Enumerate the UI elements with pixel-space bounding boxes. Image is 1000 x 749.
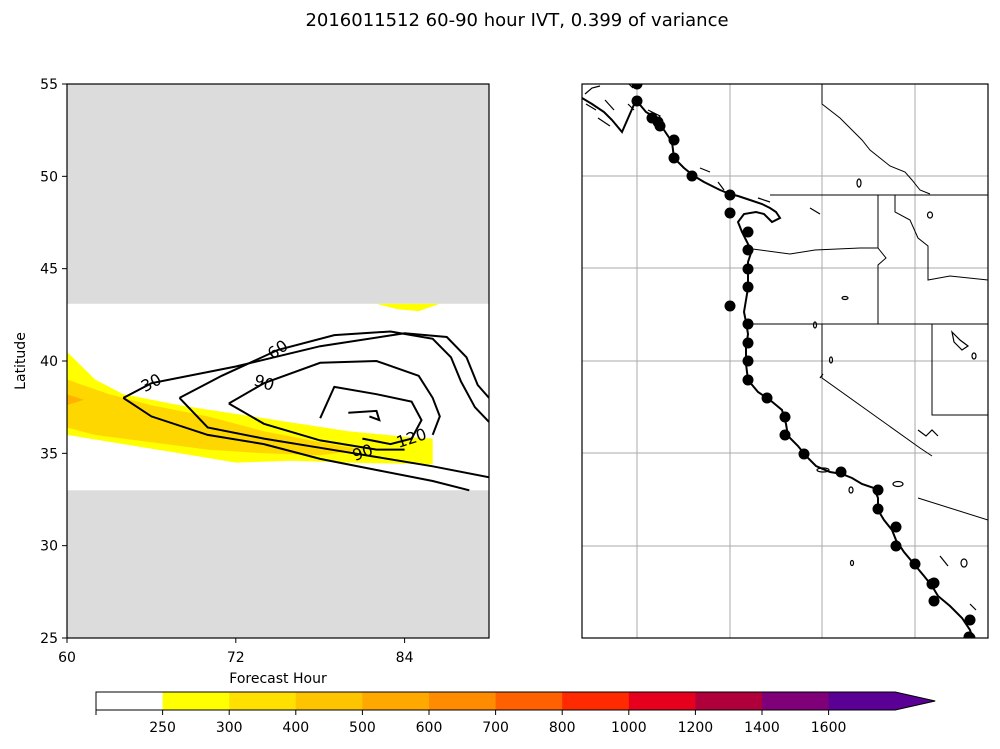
colorbar-label: 1400 (744, 720, 780, 736)
station-marker (742, 355, 754, 367)
state-borders (744, 84, 988, 521)
station-marker (631, 84, 643, 90)
station-marker (742, 281, 754, 293)
y-tick-label: 40 (40, 354, 58, 370)
colorbar-label: 300 (216, 720, 243, 736)
contour-line-30-1 (122, 397, 470, 492)
colorbar-label: 1200 (678, 720, 714, 736)
colorbar-box-3 (295, 692, 363, 710)
colorbar-box-11 (828, 692, 896, 710)
station-marker (909, 558, 921, 570)
colorbar-box-1 (162, 692, 230, 710)
map-gridlines (582, 84, 988, 638)
colorbar-box-9 (695, 692, 763, 710)
station-marker (724, 300, 736, 312)
y-tick-label: 45 (40, 262, 58, 278)
station-marker (654, 120, 666, 132)
coastline (582, 97, 974, 638)
station-marker (963, 631, 975, 638)
colorbar-box-8 (628, 692, 696, 710)
contour-line-150-7 (348, 409, 381, 422)
contour-line-60-3 (178, 397, 489, 479)
colorbar-label: 600 (416, 720, 443, 736)
contour-line-90-5 (228, 402, 405, 451)
station-marker (872, 503, 884, 515)
colorbar-label: 500 (349, 720, 376, 736)
map-frame (581, 83, 989, 639)
station-marker (928, 595, 940, 607)
x-axis-label: Forecast Hour (229, 671, 327, 687)
station-marker (742, 226, 754, 238)
figure-title: 2016011512 60-90 hour IVT, 0.399 of vari… (305, 10, 728, 31)
colorbar-extend-arrow (895, 692, 936, 710)
colorbar-box-0 (96, 692, 164, 710)
colorbar-box-10 (762, 692, 830, 710)
station-marker (724, 189, 736, 201)
colorbar-label: 1000 (611, 720, 647, 736)
station-marker (779, 429, 791, 441)
station-marker (890, 540, 902, 552)
colorbar-box-5 (429, 692, 497, 710)
colorbar-box-4 (362, 692, 430, 710)
station-marker (742, 374, 754, 386)
station-markers (631, 84, 976, 638)
filled-contour-250-3 (376, 303, 440, 312)
station-marker (631, 95, 643, 107)
colorbar-outline (95, 691, 936, 711)
lower-mask (67, 490, 489, 638)
station-marker (964, 614, 976, 626)
station-marker (742, 244, 754, 256)
station-marker (686, 170, 698, 182)
colorbar-label: 400 (282, 720, 309, 736)
station-marker (761, 392, 773, 404)
upper-mask (67, 84, 489, 304)
colorbar-label: 1600 (811, 720, 847, 736)
colorbar-box-6 (495, 692, 563, 710)
station-marker (926, 578, 938, 590)
y-tick-label: 25 (40, 631, 58, 647)
station-marker (872, 484, 884, 496)
station-marker (668, 152, 680, 164)
station-marker (742, 263, 754, 275)
station-marker (890, 521, 902, 533)
colorbar-label: 700 (482, 720, 509, 736)
filled-contour-400-2 (67, 394, 84, 406)
station-marker (798, 448, 810, 460)
y-tick-label: 35 (40, 446, 58, 462)
west-coast-map-panel (581, 83, 989, 639)
x-tick-label: 84 (396, 650, 414, 666)
station-marker (646, 112, 658, 124)
x-tick-label: 60 (58, 650, 76, 666)
station-marker (742, 337, 754, 349)
contour-line-120-6 (319, 385, 423, 446)
station-marker (835, 466, 847, 478)
y-axis-label: Latitude (13, 332, 29, 390)
station-marker (668, 134, 680, 146)
colorbar-label: 250 (149, 720, 176, 736)
colorbar-box-2 (229, 692, 297, 710)
y-tick-label: 50 (40, 169, 58, 185)
station-marker (742, 318, 754, 330)
colorbar-box-7 (562, 692, 630, 710)
contour-line-90-4 (228, 359, 441, 436)
station-marker (724, 207, 736, 219)
station-marker (779, 411, 791, 423)
contour-line-60-2 (179, 330, 489, 423)
colorbar-label: 800 (549, 720, 576, 736)
filled-contour-300-1 (67, 379, 363, 456)
y-tick-label: 30 (40, 539, 58, 555)
y-tick-label: 55 (40, 77, 58, 93)
x-tick-label: 72 (227, 650, 245, 666)
colorbar: 250 300 400 500 600 700 800 1000 1200 1400 1600 (95, 691, 936, 736)
